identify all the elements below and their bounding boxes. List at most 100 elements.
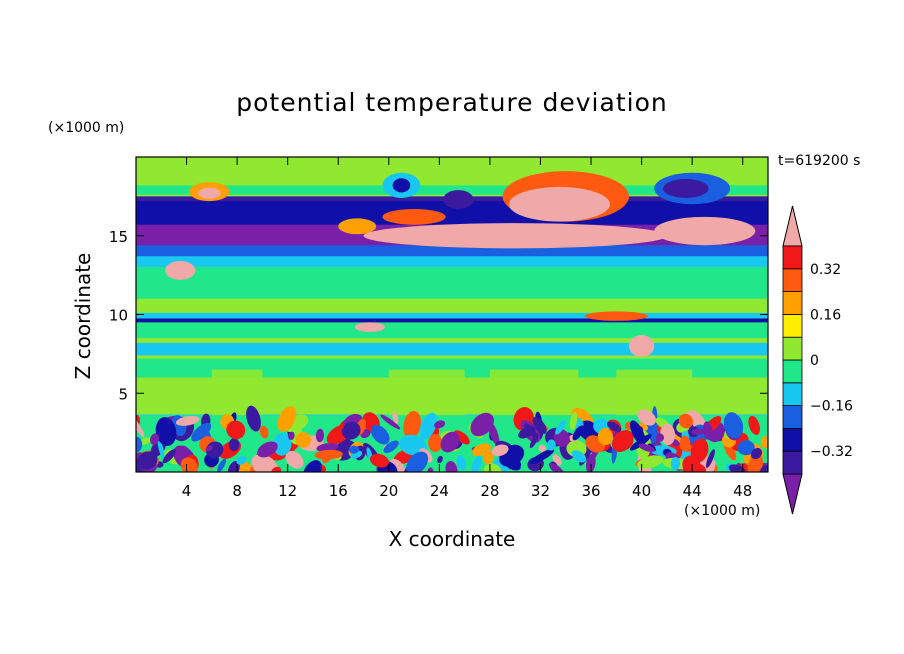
eddy: [572, 425, 584, 441]
eddy: [380, 414, 401, 430]
eddy: [702, 421, 713, 440]
field-blob: [628, 334, 655, 358]
eddy: [440, 431, 460, 453]
colorbar-label: 0.16: [810, 307, 841, 323]
field-blob: [584, 311, 648, 321]
eddy: [679, 435, 690, 450]
x-tick-label: 24: [430, 482, 449, 500]
colorbar-box: [782, 359, 803, 384]
eddy: [491, 444, 509, 457]
eddy: [157, 438, 165, 458]
eddy: [236, 455, 247, 465]
eddy: [217, 458, 227, 472]
eddy: [482, 450, 494, 465]
eddy: [552, 454, 562, 466]
eddy: [747, 455, 762, 472]
eddy: [532, 416, 547, 434]
eddy: [370, 424, 390, 445]
y-unit-label: (×1000 m): [48, 120, 125, 136]
colorbar-box: [782, 268, 803, 292]
eddy: [273, 432, 292, 456]
eddy: [682, 462, 707, 472]
eddy: [501, 455, 522, 469]
field-blob: [165, 260, 196, 280]
field-blob: [354, 322, 386, 332]
chart-title: potential temperature deviation: [236, 88, 668, 117]
colorbar-label: 0: [810, 353, 819, 369]
eddy: [660, 423, 676, 446]
eddy: [529, 448, 555, 465]
eddy: [750, 447, 763, 460]
eddy: [315, 428, 324, 443]
colorbar-box: [782, 291, 803, 315]
field-band: [136, 185, 768, 195]
eddy: [136, 414, 145, 437]
eddy: [341, 421, 361, 440]
colorbar-label: 0.32: [810, 262, 841, 278]
y-tick-label: 10: [109, 307, 128, 325]
x-axis-label: X coordinate: [388, 527, 516, 551]
eddy: [175, 415, 200, 426]
colorbar-box: [782, 382, 803, 406]
colorbar-box: [782, 405, 803, 429]
eddy: [302, 460, 322, 472]
eddy: [445, 461, 458, 472]
eddy: [691, 428, 705, 435]
field-blob: [663, 179, 709, 198]
eddy: [705, 449, 715, 468]
time-label: t=619200 s: [778, 153, 861, 169]
x-tick-label: 20: [379, 482, 398, 500]
field-band: [136, 256, 768, 268]
eddy: [316, 443, 339, 452]
eddy: [251, 454, 278, 472]
y-tick-label: 5: [118, 385, 128, 403]
eddy: [403, 410, 422, 439]
eddy: [638, 443, 655, 453]
eddy: [419, 412, 438, 440]
field-blob: [363, 223, 667, 249]
eddy: [453, 430, 470, 445]
field-blob: [338, 218, 377, 235]
x-unit-label: (×1000 m): [684, 503, 761, 519]
eddy: [630, 420, 646, 446]
field-blob: [382, 208, 446, 225]
eddy: [139, 437, 152, 445]
eddy: [748, 415, 760, 436]
field-band: [136, 358, 768, 378]
x-tick-label: 44: [683, 482, 702, 500]
eddy: [288, 431, 295, 441]
eddy: [555, 420, 566, 435]
eddy: [180, 457, 198, 472]
field-band: [136, 267, 768, 299]
colorbar-box: [782, 336, 803, 361]
colorbar-under-triangle: [782, 473, 803, 515]
field-plume: [388, 369, 465, 416]
eddy: [295, 432, 312, 448]
colorbar-box: [782, 245, 803, 270]
field-blob: [392, 178, 411, 193]
eddy: [470, 412, 494, 437]
eddy: [428, 434, 443, 453]
eddy: [191, 422, 212, 442]
x-tick-label: 40: [632, 482, 651, 500]
eddy: [637, 455, 664, 469]
colorbar-box: [782, 450, 803, 475]
eddy: [277, 406, 297, 432]
eddy: [615, 436, 634, 452]
eddy: [546, 439, 556, 451]
eddy: [392, 411, 399, 424]
eddy: [314, 449, 343, 460]
y-tick-label: 15: [109, 228, 128, 246]
colorbar-box: [782, 313, 803, 338]
eddy: [246, 405, 261, 432]
eddy: [434, 420, 446, 429]
eddy: [437, 455, 443, 464]
eddy: [205, 445, 213, 452]
eddy: [150, 433, 160, 445]
x-tick-label: 48: [733, 482, 752, 500]
field-band: [136, 312, 768, 319]
eddy: [637, 409, 656, 426]
eddy: [155, 417, 177, 446]
x-tick-label: 16: [329, 482, 348, 500]
